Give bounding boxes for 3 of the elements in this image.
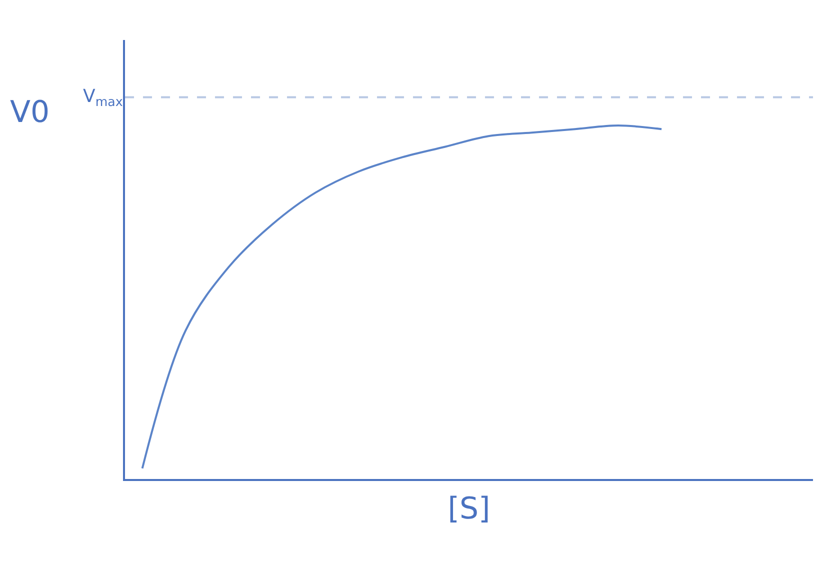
- y-axis-title: V0: [10, 95, 50, 130]
- x-axis-title: [S]: [448, 491, 490, 526]
- ref-line-label: V$_{max}$: [83, 86, 124, 109]
